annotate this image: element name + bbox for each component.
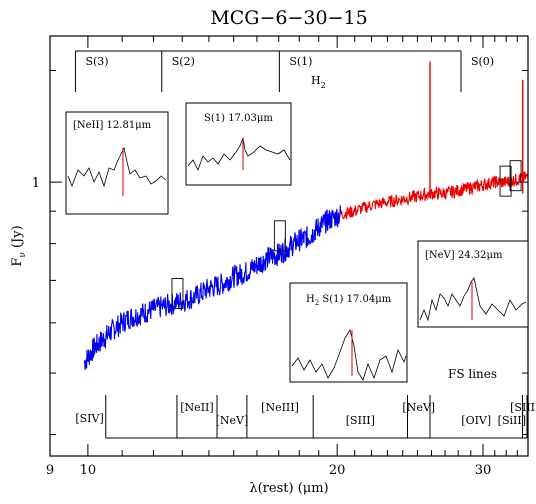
x-tick-label-2: 20	[329, 463, 346, 478]
fs-line-label-2: [NeV]	[216, 414, 249, 427]
y-axis-label: Fν (Jy)	[10, 225, 28, 266]
fs-line-label-1: [NeII]	[180, 401, 213, 414]
line-marker-box-1	[273, 220, 286, 252]
inset-s1: S(1) 17.03μm	[185, 102, 292, 186]
fs-line-label-6: [OIV]	[461, 414, 491, 427]
h2-line-label-1: S(2)	[172, 55, 195, 68]
fs-line-label-7: [SIII]	[510, 401, 536, 414]
line-marker-boxes	[171, 160, 522, 309]
fs-line-label-3: [NeIII]	[261, 401, 299, 414]
inset-nev-title: [NeV] 24.32μm	[425, 250, 503, 261]
inset-s1-title: S(1) 17.03μm	[204, 113, 273, 124]
inset-neii: [NeII] 12.81μm	[65, 111, 169, 215]
h2-label: H2	[311, 74, 326, 90]
inset-neii-title: [NeII] 12.81μm	[73, 120, 152, 131]
h2-line-label-0: S(3)	[85, 55, 108, 68]
inset-nev-spectrum	[419, 277, 527, 322]
h2-line-label-3: S(0)	[471, 55, 494, 68]
fs-lines-title: FS lines	[448, 367, 497, 381]
x-axis-label: λ(rest) (μm)	[249, 481, 328, 496]
chart-title: MCG−6−30−15	[210, 7, 367, 29]
x-tick-label-1: 10	[80, 463, 97, 478]
line-marker-box-2	[499, 165, 512, 197]
inset-h2-s1: H2 S(1) 17.04μm	[289, 282, 408, 383]
x-axis-ticks: 9 10 20 30	[46, 36, 529, 478]
inset-s1-spectrum	[187, 136, 291, 172]
fs-line-label-5: [NeV]	[402, 401, 435, 414]
inset-nev: [NeV] 24.32μm	[417, 240, 529, 328]
fs-line-ladder: [SIV][NeII][NeV][NeIII][SIII][NeV][OIV][…	[75, 395, 536, 439]
spectrum-series	[83, 61, 529, 370]
spectrum-series-0	[83, 205, 342, 370]
inset-neii-spectrum	[67, 146, 167, 188]
h2-line-ladder: S(3) S(2) S(1) S(0)	[74, 50, 494, 92]
fs-line-label-8: [SiII]	[498, 414, 526, 427]
inset-h2-s1-title: H2 S(1) 17.04μm	[306, 294, 392, 307]
fs-line-label-0: [SIV]	[75, 412, 103, 425]
x-tick-label-0: 9	[46, 463, 54, 478]
h2-line-label-2: S(1)	[289, 55, 312, 68]
y-tick-label-0: 1	[32, 176, 40, 191]
spectrum-series-1	[340, 171, 529, 220]
x-tick-label-3: 30	[475, 463, 492, 478]
fs-line-label-4: [SIII]	[346, 414, 375, 427]
line-marker-box-0	[171, 278, 184, 309]
line-marker-box-3	[509, 160, 522, 192]
